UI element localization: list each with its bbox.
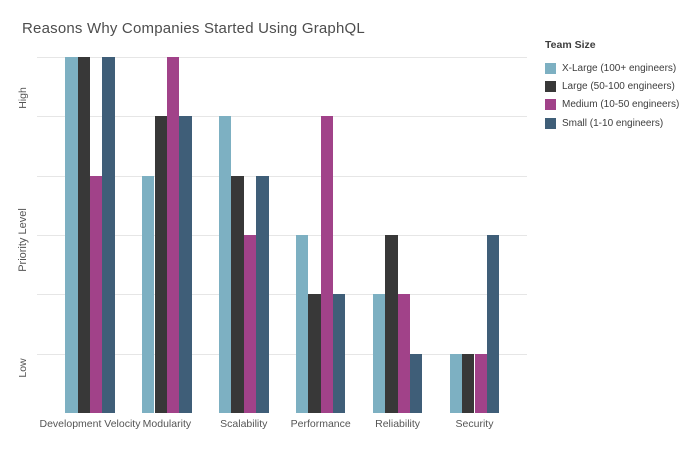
bar-medium-reliability [397, 294, 410, 413]
legend-item-label: Small (1-10 engineers) [562, 117, 664, 129]
legend-item-label: X-Large (100+ engineers) [562, 62, 677, 74]
bar-large-performance [308, 294, 321, 413]
bar-small-security [486, 234, 500, 413]
x-tick-label-performance: Performance [290, 417, 351, 430]
legend-item-medium[interactable]: Medium (10-50 engineers) [545, 96, 695, 114]
gridline-level-6 [37, 56, 527, 58]
legend-swatch-x-large [545, 62, 556, 74]
bar-large-reliability [385, 234, 398, 413]
bar-small-performance [333, 294, 346, 413]
bar-medium-performance [320, 116, 334, 413]
bar-medium-modularity [166, 56, 180, 413]
bar-x-large-performance [295, 234, 309, 413]
bar-small-modularity [179, 116, 192, 413]
bar-large-scalability [231, 175, 244, 413]
legend-item-label: Large (50-100 engineers) [562, 81, 675, 93]
legend-swatch-medium [545, 99, 556, 111]
legend: Team Size X-Large (100+ engineers) Large … [545, 39, 695, 133]
bar-medium-development-velocity [90, 175, 103, 413]
legend-swatch-small [545, 117, 556, 129]
bar-x-large-scalability [219, 116, 232, 413]
bar-small-development-velocity [102, 56, 115, 413]
gridline-level-4 [37, 175, 527, 177]
y-axis-title: Priority Level [17, 208, 29, 272]
y-tick-label-low: Low [17, 358, 29, 378]
bar-x-large-modularity [142, 175, 155, 413]
x-tick-label-scalability: Scalability [220, 417, 268, 430]
bar-x-large-security [449, 353, 463, 413]
bar-large-development-velocity [77, 56, 90, 413]
x-tick-label-development-velocity: Development Velocity [39, 417, 141, 430]
legend-items: X-Large (100+ engineers) Large (50-100 en… [545, 59, 695, 133]
legend-item-large[interactable]: Large (50-100 engineers) [545, 77, 695, 95]
bar-large-modularity [154, 116, 167, 413]
gridline-level-1 [37, 353, 527, 355]
legend-title: Team Size [545, 39, 596, 51]
bar-large-security [462, 353, 475, 413]
bar-x-large-development-velocity [65, 56, 78, 413]
bar-medium-security [474, 353, 487, 413]
x-tick-label-reliability: Reliability [375, 417, 421, 430]
y-tick-label-high: High [17, 87, 29, 109]
legend-item-x-large[interactable]: X-Large (100+ engineers) [545, 59, 695, 77]
gridline-level-2 [37, 294, 527, 296]
legend-item-small[interactable]: Small (1-10 engineers) [545, 114, 695, 132]
legend-swatch-large [545, 81, 556, 93]
x-tick-label-modularity: Modularity [142, 417, 192, 430]
gridline-level-5 [37, 116, 527, 118]
chart-title: Reasons Why Companies Started Using Grap… [22, 20, 365, 37]
bar-medium-scalability [243, 234, 257, 413]
gridline-level-3 [37, 234, 527, 236]
legend-item-label: Medium (10-50 engineers) [562, 99, 680, 111]
bar-x-large-reliability [372, 294, 386, 413]
bar-small-reliability [410, 353, 423, 413]
bar-small-scalability [256, 175, 269, 413]
x-tick-label-security: Security [455, 417, 494, 430]
